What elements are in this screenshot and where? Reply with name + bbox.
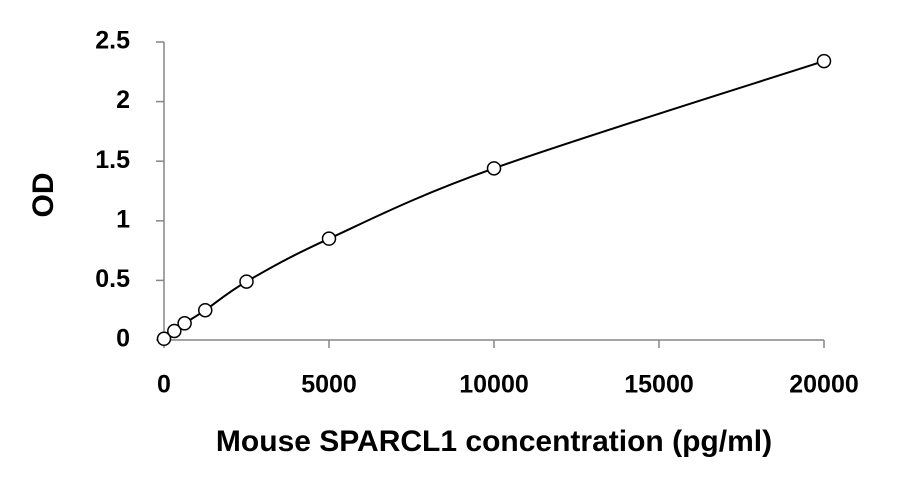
data-point	[167, 323, 182, 339]
x-tick-label: 10000	[459, 371, 529, 399]
data-point	[198, 302, 213, 318]
y-tick-label: 1.5	[95, 146, 130, 174]
x-tick-label: 0	[157, 371, 171, 399]
data-point	[321, 231, 337, 246]
y-tick-label: 2	[116, 86, 130, 114]
y-tick-label: 0.5	[95, 265, 130, 293]
data-point	[156, 331, 172, 347]
x-tick-label: 5000	[301, 371, 357, 399]
x-axis-title: Mouse SPARCL1 concentration (pg/ml)	[216, 425, 772, 458]
y-tick-label: 0	[116, 325, 130, 353]
data-point	[486, 161, 502, 176]
y-axis-title: OD	[27, 173, 60, 218]
data-point	[239, 274, 254, 289]
y-tick-label: 1	[116, 205, 130, 233]
x-tick-label: 20000	[789, 371, 859, 399]
data-point	[816, 53, 832, 69]
data-point	[177, 316, 192, 331]
y-tick-label: 2.5	[95, 27, 130, 55]
x-tick-label: 15000	[624, 371, 694, 399]
